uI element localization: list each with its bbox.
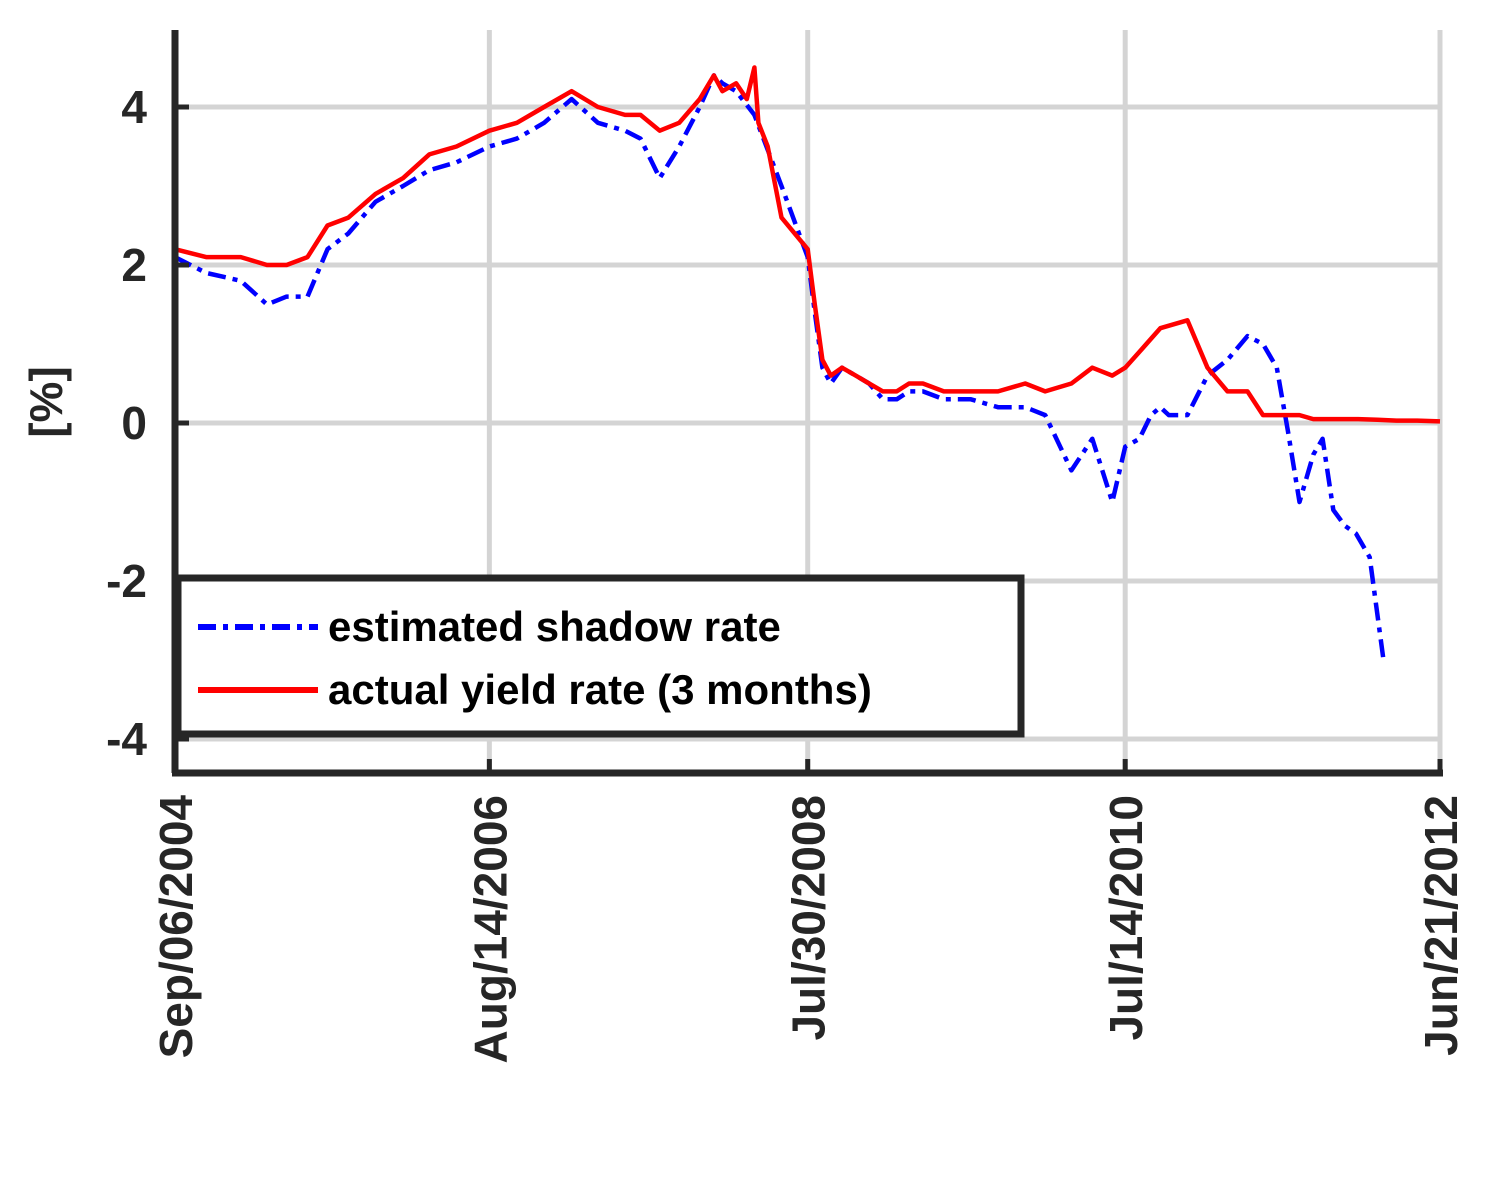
series-line-0 bbox=[173, 73, 1386, 661]
y-tick-label-2: 0 bbox=[121, 397, 147, 449]
legend-box bbox=[174, 574, 1025, 738]
series-line-1 bbox=[174, 65, 1441, 424]
legend-label-shadow-rate: estimated shadow rate bbox=[328, 603, 781, 650]
y-tick-label-4: -4 bbox=[106, 713, 147, 765]
x-tick-labels: Sep/06/2004 Aug/14/2006 Jul/30/2008 Jul/14/… bbox=[150, 795, 1467, 1064]
y-tick-label-1: 2 bbox=[121, 239, 147, 291]
series-layer bbox=[173, 65, 1441, 661]
x-tick-label-0: Sep/06/2004 bbox=[150, 795, 202, 1059]
y-axis-label: [%] bbox=[20, 366, 72, 438]
y-tick-label-0: 4 bbox=[121, 81, 147, 133]
x-tick-label-3: Jul/14/2010 bbox=[1100, 795, 1152, 1041]
x-tick-label-4: Jun/21/2012 bbox=[1415, 795, 1467, 1056]
y-tick-labels: 4 2 0 -2 -4 bbox=[106, 81, 147, 765]
x-tick-label-1: Aug/14/2006 bbox=[464, 795, 516, 1063]
y-tick-label-3: -2 bbox=[106, 555, 147, 607]
x-tick-label-2: Jul/30/2008 bbox=[783, 795, 835, 1041]
legend: estimated shadow rate actual yield rate … bbox=[174, 574, 1025, 738]
legend-label-actual-yield: actual yield rate (3 months) bbox=[328, 666, 872, 713]
